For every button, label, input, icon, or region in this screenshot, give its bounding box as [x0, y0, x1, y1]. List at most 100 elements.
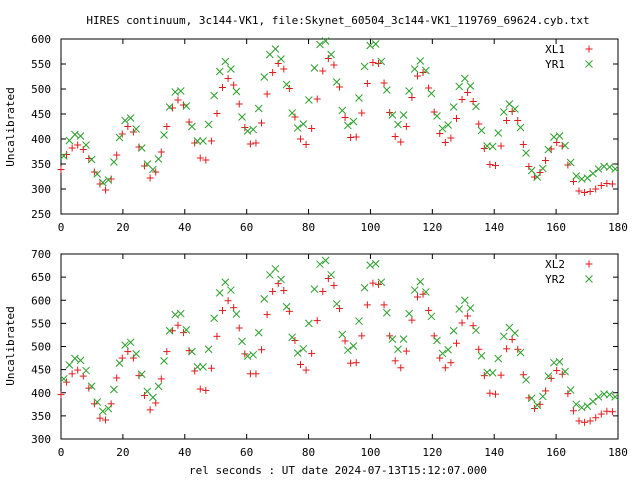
data-point — [204, 345, 213, 354]
data-point — [215, 67, 224, 76]
data-point — [369, 279, 377, 287]
top-plot-frame — [60, 38, 619, 215]
legend-label: YR1 — [545, 58, 565, 71]
data-point — [204, 120, 213, 129]
data-point — [93, 170, 102, 178]
data-point — [413, 72, 421, 80]
data-point — [102, 186, 110, 194]
bottom-x-tick-label: 20 — [116, 446, 129, 459]
legend-label: YR2 — [545, 273, 565, 286]
data-point — [366, 261, 374, 269]
data-point — [126, 338, 135, 347]
data-point — [608, 408, 616, 416]
data-point — [297, 361, 305, 369]
data-point — [191, 139, 199, 147]
data-point — [260, 73, 269, 81]
data-point — [82, 366, 90, 375]
data-point — [349, 117, 358, 126]
data-point — [491, 162, 499, 169]
data-point — [196, 385, 204, 393]
data-point — [165, 103, 174, 111]
data-point — [135, 372, 143, 380]
data-point — [410, 65, 419, 73]
data-point — [269, 69, 277, 76]
data-point — [280, 287, 288, 295]
data-point — [280, 65, 288, 73]
data-point — [394, 120, 402, 129]
data-point — [235, 100, 243, 108]
data-point — [399, 335, 408, 343]
data-point — [553, 367, 561, 375]
bottom-y-tick-label: 550 — [31, 317, 51, 330]
data-point — [341, 337, 349, 345]
bottom-x-tick-label: 160 — [546, 446, 566, 459]
top-x-tick-label: 40 — [178, 221, 191, 234]
bottom-y-tick-label: 450 — [31, 364, 51, 377]
bottom-y-tick-label: 400 — [31, 387, 51, 400]
data-point — [319, 287, 327, 295]
data-point — [199, 137, 207, 145]
data-point — [430, 108, 438, 116]
data-point — [447, 134, 455, 142]
data-point — [313, 95, 321, 103]
data-point — [486, 389, 494, 397]
data-point — [572, 172, 581, 180]
data-point — [369, 59, 377, 66]
data-point — [416, 277, 425, 286]
data-point — [458, 96, 466, 103]
chart-title: HIRES continuum, 3c144-VK1, file:Skynet_… — [86, 14, 589, 27]
data-point — [188, 122, 196, 131]
data-point — [188, 347, 196, 356]
data-point — [149, 393, 157, 402]
top-x-tick-label: 0 — [58, 221, 65, 234]
data-point — [210, 91, 219, 100]
data-point — [447, 359, 455, 367]
data-point — [154, 382, 163, 391]
data-point — [421, 66, 430, 75]
data-point — [252, 139, 260, 147]
data-point — [413, 293, 421, 301]
data-point — [227, 286, 235, 294]
data-point — [291, 113, 299, 121]
data-point — [71, 130, 79, 139]
data-point — [592, 185, 600, 193]
data-point — [102, 416, 110, 424]
data-point — [449, 103, 458, 111]
data-point — [160, 131, 168, 139]
data-point — [494, 129, 503, 137]
data-point — [124, 348, 132, 356]
data-point — [243, 127, 252, 135]
data-point — [196, 154, 204, 162]
data-point — [332, 78, 341, 86]
data-point — [277, 55, 285, 63]
data-point — [569, 407, 577, 415]
data-point — [68, 144, 76, 152]
data-point — [583, 174, 592, 182]
data-point — [90, 400, 98, 408]
data-point — [271, 45, 280, 53]
data-point — [488, 369, 497, 377]
data-point — [511, 105, 519, 113]
data-point — [252, 370, 260, 378]
data-point — [213, 332, 221, 340]
data-point — [65, 361, 74, 369]
data-point — [452, 339, 460, 347]
data-point — [299, 344, 308, 353]
data-point — [341, 114, 349, 121]
top-x-tick-label: 160 — [546, 221, 566, 234]
data-point — [141, 162, 149, 170]
data-point — [371, 40, 380, 48]
data-point — [263, 90, 271, 98]
data-point — [608, 180, 616, 188]
data-point — [488, 142, 497, 151]
data-point — [589, 169, 597, 178]
data-point — [98, 178, 107, 187]
data-point — [110, 385, 118, 394]
data-point — [382, 86, 391, 94]
data-point — [132, 125, 141, 133]
bottom-x-tick-label: 40 — [178, 446, 191, 459]
data-point — [246, 140, 254, 148]
data-point — [63, 151, 71, 158]
data-point — [330, 61, 338, 69]
data-point — [96, 414, 104, 422]
